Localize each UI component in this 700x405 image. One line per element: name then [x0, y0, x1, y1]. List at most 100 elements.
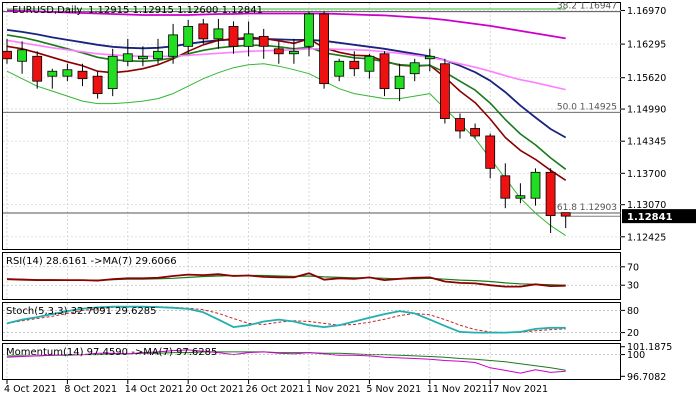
y-tick-label-1: 1.16295: [627, 40, 666, 51]
x-tick-label-1: 8 Oct 2021: [64, 384, 117, 395]
candle: [153, 38, 163, 64]
candle: [530, 168, 541, 206]
candle: [560, 212, 571, 229]
momentum-tick-label-2: 96.7082: [627, 372, 666, 383]
momentum-tick-label-1: 100: [627, 350, 645, 361]
candle: [92, 71, 103, 99]
y-tick-label-6: 1.13070: [627, 200, 666, 211]
candle: [228, 21, 239, 54]
rsi-tick-label-1: 30: [627, 281, 639, 292]
ma-line-0: [6, 29, 567, 139]
last-price-box: [622, 209, 696, 224]
stoch-pane: [2, 302, 621, 341]
candle-body: [319, 13, 330, 85]
y-tick-label-2: 1.15620: [627, 73, 666, 84]
candle-body: [439, 63, 450, 119]
candle-body: [424, 55, 435, 60]
candle-body: [409, 62, 420, 75]
x-tick-label-3: 20 Oct 2021: [185, 384, 244, 395]
candle-body: [485, 135, 496, 169]
candle-body: [77, 70, 88, 80]
candle-body: [273, 48, 284, 55]
rsi-label: RSI(14) 28.6161 ->MA(7) 29.6066: [6, 256, 177, 267]
candle-body: [530, 171, 541, 199]
candle-body: [32, 55, 43, 82]
y-tick-label-4: 1.14345: [627, 137, 666, 148]
candle-body: [470, 128, 481, 137]
ma-line-1: [6, 36, 567, 181]
candle: [409, 58, 420, 82]
candle-body: [92, 75, 103, 95]
fib-label-2: 61.8 1.12903: [557, 203, 617, 213]
candle-body: [500, 175, 511, 199]
last-price-label: 1.12841: [627, 212, 673, 223]
x-tick-label-4: 26 Oct 2021: [246, 384, 305, 395]
candle-body: [364, 55, 375, 72]
candle: [500, 163, 511, 209]
candle: [213, 18, 224, 49]
candle: [455, 113, 465, 139]
candle: [273, 41, 284, 64]
candle: [243, 21, 254, 57]
momentum-pane: [2, 343, 621, 380]
x-tick-label-6: 5 Nov 2021: [366, 384, 421, 395]
ma-line-3: [6, 9, 566, 40]
y-tick-label-7: 1.12425: [627, 232, 666, 243]
candle: [107, 48, 118, 97]
momentum-label: Momentum(14) 97.4590 ->MA(7) 97.6285: [6, 347, 217, 358]
candle-body: [17, 49, 28, 62]
candle: [439, 58, 450, 124]
candle-body: [168, 34, 179, 57]
candle: [545, 168, 556, 234]
symbol-label: EURUSD,Daily: [12, 5, 83, 16]
candle-body: [153, 50, 163, 60]
momentum-line-1: [6, 349, 566, 374]
candle: [288, 38, 299, 64]
rsi-tick-label-0: 70: [627, 262, 639, 273]
momentum-tick-label-0: 101.1875: [627, 342, 672, 353]
candle: [77, 63, 88, 87]
candle: [2, 38, 12, 64]
candle: [470, 123, 481, 139]
candle: [394, 63, 405, 102]
candle: [62, 63, 73, 82]
candle: [198, 18, 209, 44]
candle-body: [228, 26, 239, 47]
candle-body: [122, 53, 133, 62]
y-tick-label-5: 1.13700: [627, 169, 666, 180]
candle-body: [198, 23, 209, 40]
stoch-tick-label-0: 80: [627, 306, 639, 317]
candle-body: [107, 55, 118, 90]
x-tick-label-2: 14 Oct 2021: [125, 384, 184, 395]
candle: [47, 68, 58, 89]
ma-line-2: [6, 34, 567, 170]
candle: [122, 38, 133, 67]
candle-body: [213, 28, 224, 40]
candle-body: [137, 55, 148, 60]
candle-body: [183, 26, 194, 47]
candle-body: [560, 212, 571, 217]
candle-body: [515, 195, 526, 199]
stoch-line-0: [6, 306, 566, 334]
candle-body: [47, 70, 58, 77]
candle: [17, 41, 28, 74]
candle: [168, 23, 179, 64]
ohlc-label: 1.12915 1.12915 1.12600 1.12841: [88, 5, 263, 16]
candle-body: [288, 50, 299, 55]
candle-body: [2, 50, 12, 60]
x-tick-label-5: 1 Nov 2021: [306, 384, 361, 395]
candle: [319, 11, 330, 89]
candle: [515, 183, 526, 204]
candle: [304, 11, 314, 57]
candle: [379, 51, 390, 97]
candle-body: [243, 33, 254, 47]
x-tick-label-7: 11 Nov 2021: [427, 384, 488, 395]
y-tick-label-0: 1.16970: [627, 6, 666, 17]
rsi-line-1: [6, 272, 566, 288]
candle: [349, 51, 360, 77]
x-tick-label-0: 4 Oct 2021: [4, 384, 57, 395]
candle-body: [455, 118, 465, 132]
candle-body: [334, 60, 345, 77]
x-tick-label-8: 17 Nov 2021: [487, 384, 548, 395]
